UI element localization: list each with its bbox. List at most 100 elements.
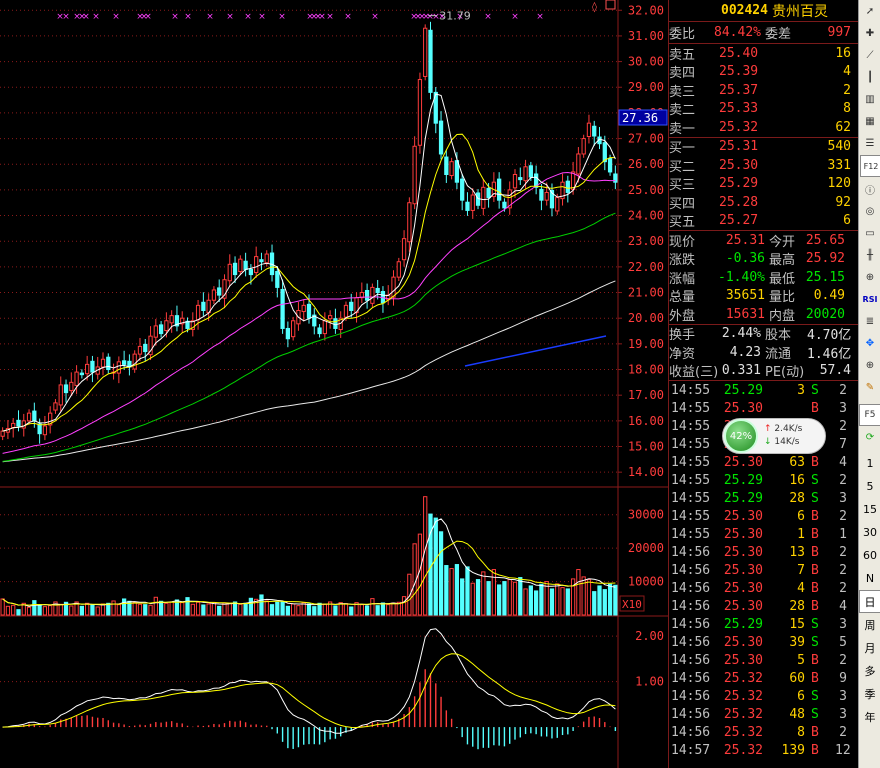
macd-dea-line [2, 653, 616, 729]
candle-body [211, 289, 217, 301]
period-4[interactable]: 60 [863, 549, 877, 562]
volume-bar [354, 602, 359, 616]
candle-body [195, 304, 201, 321]
window-icon[interactable]: ▭ [865, 227, 875, 239]
stat-value: 25.31 [725, 232, 765, 248]
zoom-in-icon[interactable]: ⊕ [865, 359, 875, 371]
bid-row: 买四 25.28 92 [669, 193, 858, 212]
tick-price: 25.29 [723, 616, 763, 632]
line-chart-icon[interactable]: ⟋ [866, 49, 874, 61]
tick-row: 14:56 25.32 60 B 9 [669, 669, 858, 687]
search-icon[interactable]: ◎ [865, 205, 875, 217]
bar-chart-icon[interactable]: ▥ [865, 93, 875, 105]
volume-tick-label: 20000 [628, 541, 664, 555]
bid-price: 25.29 [719, 176, 759, 192]
fundamental-value: 4.70亿 [807, 328, 852, 344]
fundamental-value: 2.44% [721, 326, 761, 342]
ask-row: 卖三 25.37 2 [669, 81, 858, 100]
candle-body [401, 238, 407, 261]
candle [301, 299, 306, 322]
grid-icon[interactable]: ▦ [865, 115, 875, 127]
period-2[interactable]: 15 [863, 503, 877, 516]
price-tick-label: 17.00 [628, 388, 664, 402]
candlestick-icon[interactable]: ╫ [866, 249, 874, 261]
candle [592, 120, 597, 147]
candle-body [301, 304, 306, 313]
period-9[interactable]: 多 [864, 664, 876, 678]
tick-count: 2 [839, 724, 847, 740]
refresh-icon[interactable]: ⟳ [865, 431, 875, 443]
period-0[interactable]: 1 [866, 457, 874, 470]
candle-body [428, 29, 433, 93]
price-tick-label: 24.00 [628, 209, 664, 223]
candle-body [63, 384, 69, 394]
candle [153, 318, 158, 346]
volume-bar [53, 601, 58, 616]
bid-label: 买四 [669, 196, 696, 212]
candle-body [306, 303, 312, 319]
volume-bar [148, 604, 153, 616]
stat-row: 总量 35651 量比 0.49 [669, 287, 858, 305]
period-6[interactable]: 日 [859, 590, 880, 613]
stack-icon[interactable]: ≣ [865, 315, 875, 327]
event-marker: × [144, 12, 152, 22]
list-icon[interactable]: ☰ [865, 137, 875, 149]
period-8[interactable]: 月 [864, 641, 876, 655]
rsi-button[interactable]: RSI [862, 294, 878, 304]
weibi-value: 84.42% [714, 25, 761, 40]
period-11[interactable]: 年 [864, 710, 876, 724]
candle-body [121, 360, 127, 365]
candle-body [486, 187, 491, 199]
tick-time: 14:55 [671, 472, 711, 488]
candle [180, 311, 185, 333]
price-tick-label: 23.00 [628, 234, 664, 248]
tick-count: 7 [839, 436, 847, 452]
upload-rate: 2.4K/s [774, 424, 803, 434]
period-1[interactable]: 5 [866, 480, 874, 493]
kline-icon[interactable]: ┃ [866, 71, 874, 83]
draw-icon[interactable]: ✎ [865, 381, 875, 393]
price-tick-label: 29.00 [628, 80, 664, 94]
event-marker: × [326, 12, 334, 22]
candle-body [317, 327, 322, 335]
volume-bar [111, 600, 116, 616]
tick-count: 3 [839, 400, 847, 416]
volume-bar [259, 594, 264, 616]
tick-price: 25.29 [723, 490, 763, 506]
candle [539, 183, 544, 211]
candle [391, 270, 396, 306]
cursor-icon[interactable]: ➚ [865, 5, 875, 17]
tick-time: 14:56 [671, 724, 711, 740]
tick-time: 14:57 [671, 742, 711, 758]
period-5[interactable]: N [865, 572, 875, 585]
volume-bar [190, 603, 195, 616]
bid-price: 25.28 [719, 194, 759, 210]
candle-body [465, 201, 470, 211]
event-marker: × [414, 12, 422, 22]
tick-volume: 3 [797, 382, 805, 398]
candle-body [576, 153, 581, 175]
period-7[interactable]: 周 [864, 618, 876, 632]
move-icon[interactable]: ✥ [865, 337, 875, 349]
volume-ma5-line [2, 518, 616, 607]
tick-count: 2 [839, 562, 847, 578]
period-10[interactable]: 季 [864, 687, 876, 701]
candle [560, 173, 565, 206]
pin-icon[interactable]: ⊕ [865, 271, 875, 283]
fundamental-row: 净资 4.23 流通 1.46亿 [669, 343, 858, 362]
kline-chart[interactable]: 32.0031.0030.0029.0028.0027.0026.0025.00… [0, 0, 668, 768]
tick-side: B [811, 742, 819, 758]
tick-price: 25.30 [723, 454, 763, 470]
f12-button[interactable]: F12 [860, 155, 880, 177]
ma30-line [2, 171, 616, 454]
tick-row: 14:55 25.29 3 S 2 [669, 381, 858, 399]
crosshair-icon[interactable]: ✚ [865, 27, 875, 39]
candle-body [285, 327, 291, 340]
volume-bar [227, 602, 232, 616]
f5-button[interactable]: F5 [859, 404, 880, 426]
period-3[interactable]: 30 [863, 526, 877, 539]
volume-bar [238, 603, 243, 616]
info-icon[interactable]: ⓘ [865, 185, 875, 197]
network-speed-widget[interactable]: 42% ↑ 2.4K/s ↓ 14K/s [722, 418, 826, 454]
fundamental-value: 4.23 [729, 344, 761, 360]
